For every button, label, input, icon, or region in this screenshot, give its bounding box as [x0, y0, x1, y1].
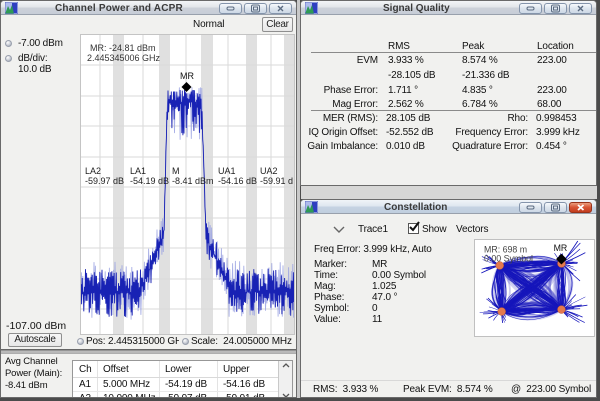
- svg-text:MR: MR: [554, 243, 568, 253]
- svg-text:M: M: [172, 166, 180, 176]
- svg-text:-59.97 dB: -59.97 dB: [85, 176, 124, 186]
- svg-text:UA1: UA1: [218, 166, 236, 176]
- svg-text:-54.16 dB: -54.16 dB: [218, 176, 257, 186]
- svg-text:LA2: LA2: [85, 166, 101, 176]
- svg-text:MR: 698 m: MR: 698 m: [484, 245, 527, 255]
- svg-text:-59.91 d: -59.91 d: [260, 176, 293, 186]
- svg-text:MR: -24.81 dBm: MR: -24.81 dBm: [90, 43, 156, 53]
- svg-text:LA1: LA1: [130, 166, 146, 176]
- svg-text:2.445345006 GHz: 2.445345006 GHz: [87, 53, 161, 63]
- svg-text:UA2: UA2: [260, 166, 278, 176]
- svg-text:0.00 Symbol: 0.00 Symbol: [484, 254, 533, 264]
- svg-text:-54.19 dB: -54.19 dB: [130, 176, 169, 186]
- svg-text:MR: MR: [180, 71, 194, 81]
- svg-text:-8.41 dBm: -8.41 dBm: [172, 176, 214, 186]
